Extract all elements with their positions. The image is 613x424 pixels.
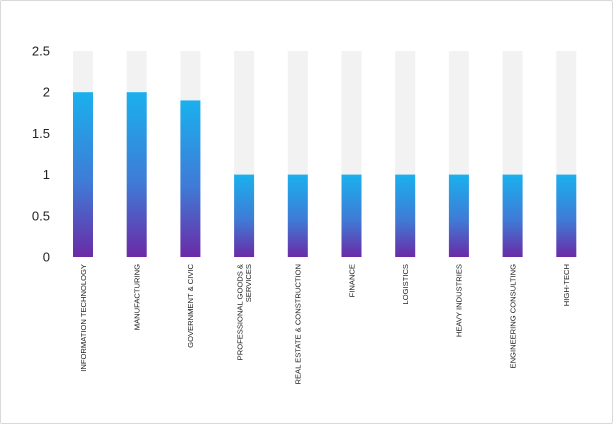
- bar: [126, 92, 147, 257]
- x-tick-label-line: SERVICES: [244, 264, 253, 302]
- x-tick-label-line: LOGISTICS: [401, 264, 410, 305]
- x-tick-label: FINANCE: [347, 264, 356, 297]
- x-tick-label-line: MANUFACTURING: [133, 264, 142, 330]
- y-tick-label: 1.5: [32, 126, 50, 141]
- bar: [502, 174, 523, 257]
- y-axis: 0 0.5 1 1.5 2 2.5: [32, 44, 50, 265]
- y-tick-label: 0: [43, 250, 50, 265]
- x-tick-label: HIGH-TECH: [562, 264, 571, 306]
- bar-tracks: [73, 51, 577, 257]
- bars: [73, 92, 577, 257]
- x-tick-label: LOGISTICS: [401, 264, 410, 305]
- x-tick-label: HEAVY INDUSTRIES: [455, 264, 464, 337]
- x-axis-labels: INFORMATION TECHNOLOGY MANUFACTURING GOVER…: [79, 263, 571, 384]
- x-tick-label: INFORMATION TECHNOLOGY: [79, 264, 88, 372]
- x-tick-label-line: FINANCE: [347, 264, 356, 297]
- x-tick-label-line: INFORMATION TECHNOLOGY: [79, 264, 88, 372]
- y-tick-label: 1: [43, 167, 50, 182]
- x-tick-label: PROFESSIONAL GOODS & SERVICES: [236, 264, 254, 360]
- bar: [395, 174, 416, 257]
- bar: [73, 92, 93, 257]
- bar: [341, 174, 362, 257]
- bar: [234, 174, 255, 257]
- y-tick-label: 2: [43, 85, 50, 100]
- x-tick-label: MANUFACTURING: [133, 264, 142, 330]
- x-tick-label-line: ENGINEERING CONSULTING: [508, 264, 517, 369]
- bar: [287, 174, 308, 257]
- x-tick-label-line: GOVERNMENT & CIVIC: [186, 263, 195, 347]
- x-tick-label-line: HIGH-TECH: [562, 264, 571, 306]
- bar: [556, 174, 577, 257]
- x-tick-label: GOVERNMENT & CIVIC: [186, 263, 195, 347]
- x-tick-label: ENGINEERING CONSULTING: [508, 264, 517, 369]
- y-tick-label: 2.5: [32, 44, 50, 59]
- bar: [448, 174, 469, 257]
- x-tick-label: REAL ESTATE & CONSTRUCTION: [294, 264, 303, 385]
- bar: [180, 100, 201, 257]
- x-tick-label-line: HEAVY INDUSTRIES: [455, 264, 464, 337]
- x-tick-label-line: REAL ESTATE & CONSTRUCTION: [294, 264, 303, 385]
- y-tick-label: 0.5: [32, 208, 50, 223]
- x-tick-label-line: PROFESSIONAL GOODS &: [236, 264, 245, 360]
